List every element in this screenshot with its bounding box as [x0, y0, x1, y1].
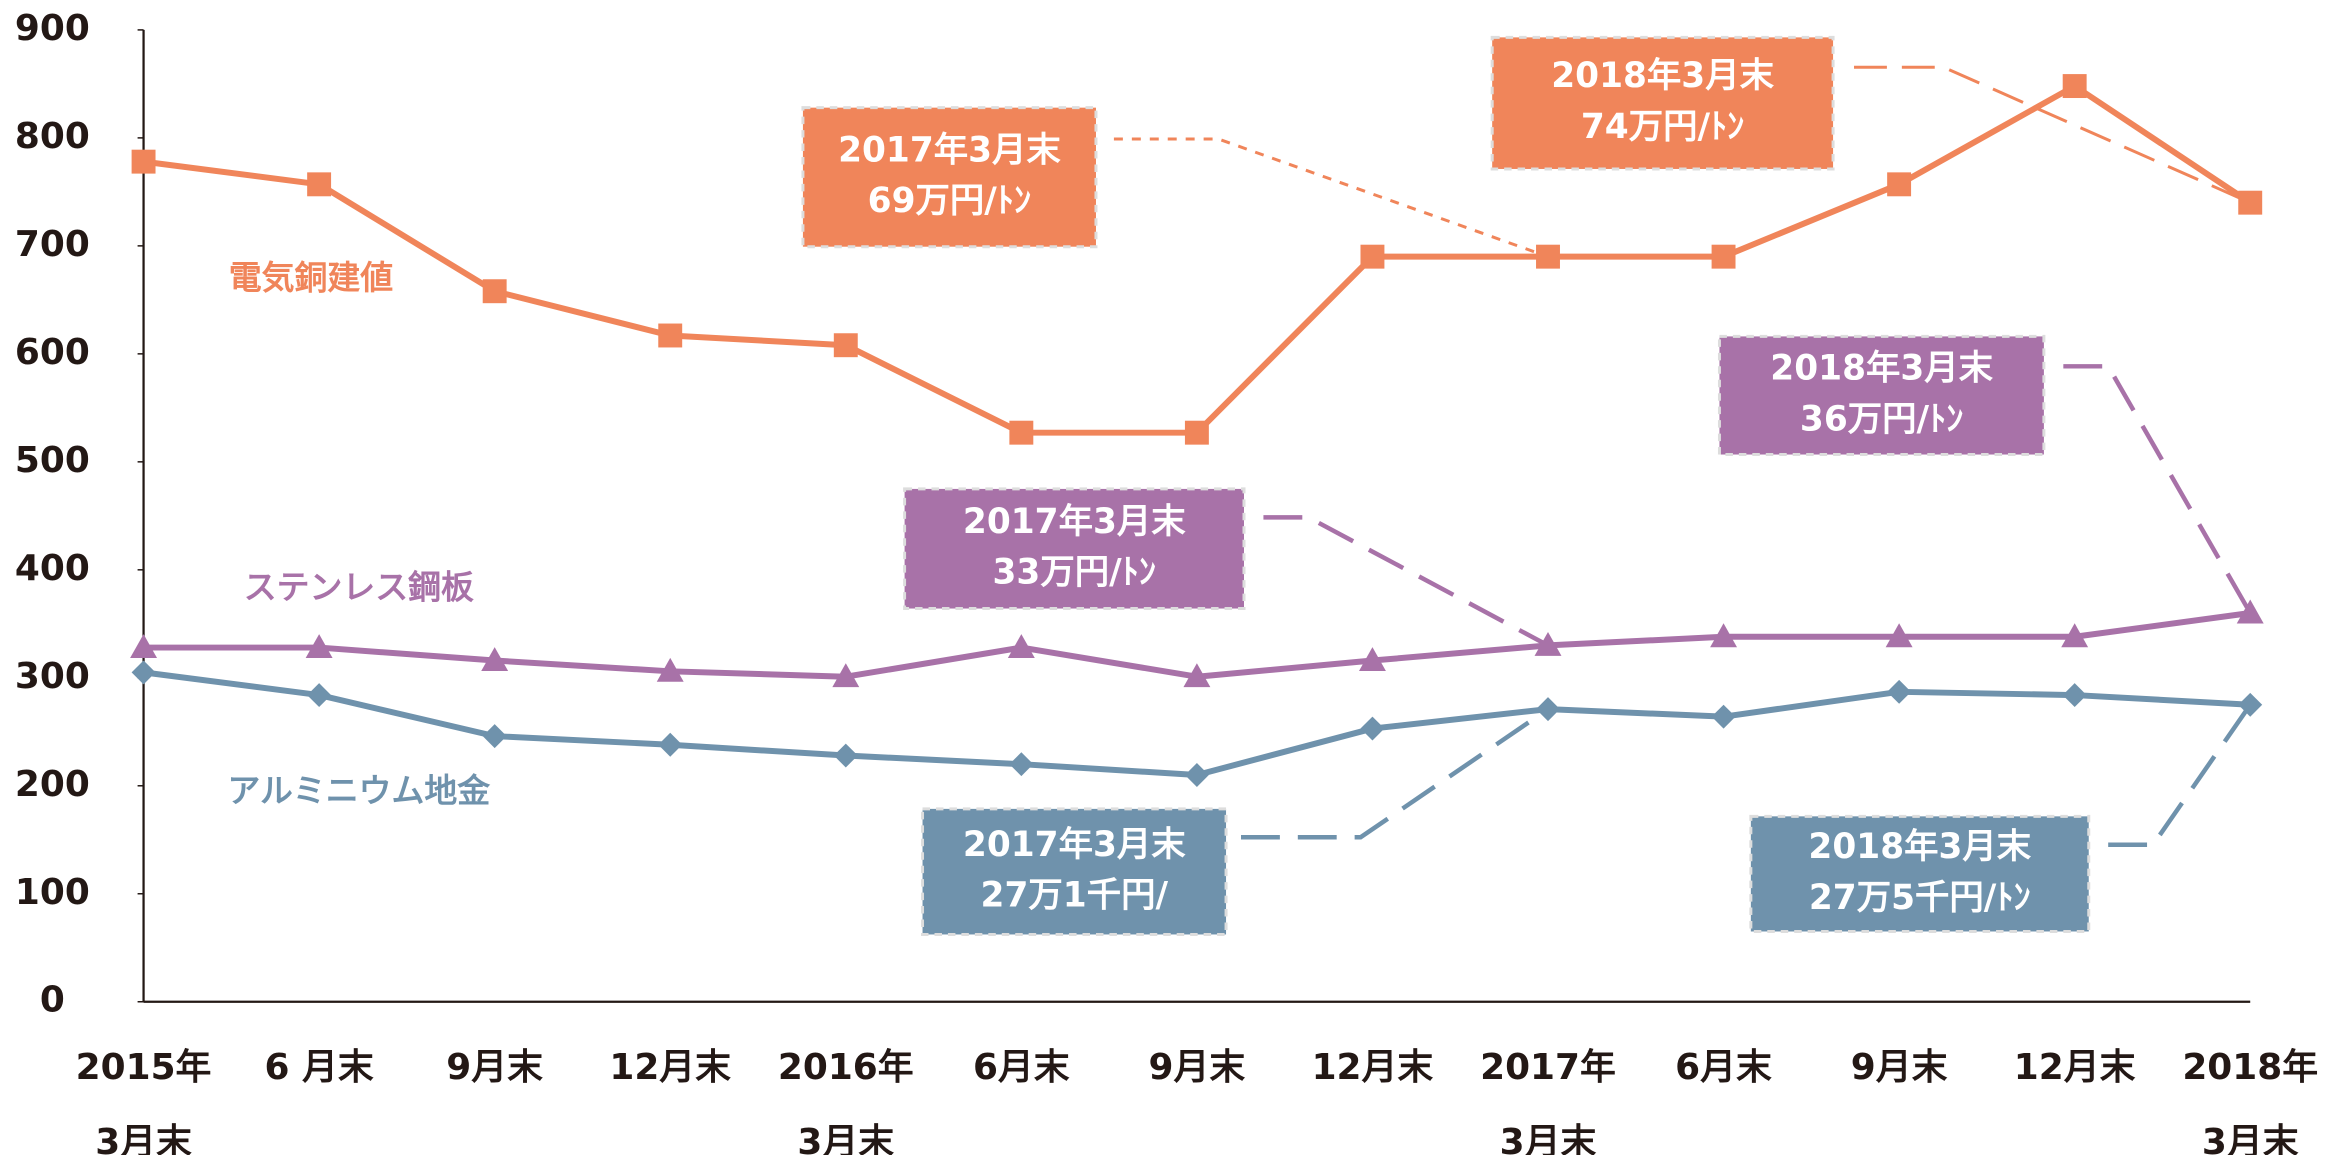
marker	[833, 743, 858, 768]
y-tick-label: 700	[15, 224, 90, 265]
annotation-text: 27万1千円/	[981, 876, 1169, 916]
series-label: アルミニウム地金	[228, 771, 491, 810]
marker	[1184, 420, 1209, 445]
annotation-text: 2017年3月末	[963, 825, 1186, 865]
annotation-text: 2018年3月末	[1808, 827, 2031, 867]
annotation-box	[1490, 35, 1835, 171]
annotation-text: 36万円/ﾄﾝ	[1800, 399, 1964, 439]
y-tick-label: 800	[15, 116, 90, 157]
x-tick-label: 6月末	[973, 1047, 1070, 1088]
marker	[1007, 634, 1035, 659]
x-tick-label: 12月末	[2014, 1047, 2136, 1088]
leader-line	[1241, 707, 1550, 840]
series-line	[143, 669, 2251, 778]
marker	[2061, 623, 2089, 648]
x-tick-label: 12月末	[609, 1047, 731, 1088]
annotation-box	[1749, 814, 2091, 933]
marker	[482, 279, 507, 304]
annotation-box	[801, 106, 1098, 249]
marker	[2238, 692, 2263, 717]
x-tick-label: 6 月末	[265, 1047, 374, 1088]
marker	[2062, 683, 2087, 708]
marker	[131, 660, 156, 685]
marker	[833, 333, 858, 358]
marker	[1711, 704, 1736, 729]
marker	[481, 647, 509, 671]
leader-line	[1113, 137, 1549, 259]
x-tick-label: 9月末	[446, 1047, 543, 1088]
y-tick-label: 400	[15, 548, 90, 589]
annotation-box	[903, 487, 1246, 611]
y-tick-label: 300	[15, 656, 90, 697]
y-tick-label: 0	[40, 980, 65, 1021]
marker	[307, 172, 332, 197]
x-tick-label: 9月末	[1149, 1047, 1246, 1088]
marker	[1887, 172, 1912, 197]
annotation-box	[1717, 334, 2046, 457]
marker	[1360, 244, 1385, 269]
marker	[832, 663, 860, 688]
marker	[482, 724, 507, 749]
annotation-text: 69万円/ﾄﾝ	[868, 181, 1032, 221]
marker	[1184, 763, 1209, 787]
marker	[1885, 623, 1913, 648]
marker	[1360, 716, 1385, 741]
x-tick-label: 3月末	[1500, 1122, 1597, 1155]
marker	[1183, 663, 1211, 688]
leader-line	[1263, 515, 1550, 648]
series-label: 電気銅建値	[229, 258, 394, 297]
marker	[305, 634, 333, 659]
y-tick-label: 200	[15, 764, 90, 805]
annotation-text: 33万円/ﾄﾝ	[993, 553, 1157, 593]
marker	[656, 657, 684, 682]
marker	[131, 149, 156, 174]
marker	[2238, 190, 2263, 215]
marker	[1009, 752, 1034, 777]
annotation-text: 27万5千円/ﾄﾝ	[1809, 878, 2031, 918]
annotation-text: 2018年3月末	[1551, 56, 1774, 96]
marker	[658, 323, 683, 348]
marker	[1358, 647, 1386, 671]
x-tick-label: 2015年	[76, 1047, 212, 1088]
marker	[1009, 420, 1034, 445]
marker	[1711, 244, 1736, 269]
marker	[1534, 631, 1562, 656]
marker	[2236, 599, 2264, 624]
marker	[1536, 244, 1560, 269]
marker	[2062, 74, 2087, 99]
annotation-box	[921, 807, 1228, 936]
marker	[658, 732, 683, 757]
y-tick-label: 500	[15, 440, 90, 481]
x-tick-label: 9月末	[1851, 1047, 1948, 1088]
y-tick-label: 600	[15, 332, 90, 373]
annotation-text: 74万円/ﾄﾝ	[1581, 107, 1745, 147]
annotation-text: 2017年3月末	[838, 130, 1061, 170]
marker	[1710, 623, 1738, 648]
x-tick-label: 3月末	[2202, 1122, 2299, 1155]
y-tick-label: 100	[15, 872, 90, 913]
annotation-text: 2017年3月末	[963, 502, 1186, 542]
leader-line	[2108, 703, 2253, 847]
x-tick-label: 3月末	[95, 1122, 192, 1155]
annotation-text: 2018年3月末	[1770, 349, 1993, 389]
leader-line	[1854, 65, 2251, 205]
marker	[1536, 697, 1560, 722]
marker	[1887, 679, 1912, 704]
leader-line	[2063, 364, 2253, 615]
series-label: ステンレス鋼板	[244, 568, 474, 607]
x-tick-label: 2017年	[1480, 1047, 1616, 1088]
x-tick-label: 2018年	[2182, 1047, 2318, 1088]
x-tick-label: 2016年	[778, 1047, 914, 1088]
y-tick-label: 900	[15, 8, 90, 49]
x-tick-label: 12月末	[1312, 1047, 1434, 1088]
x-tick-label: 3月末	[797, 1122, 894, 1155]
x-tick-label: 6月末	[1675, 1047, 1772, 1088]
marker	[130, 634, 158, 659]
marker	[307, 683, 332, 708]
